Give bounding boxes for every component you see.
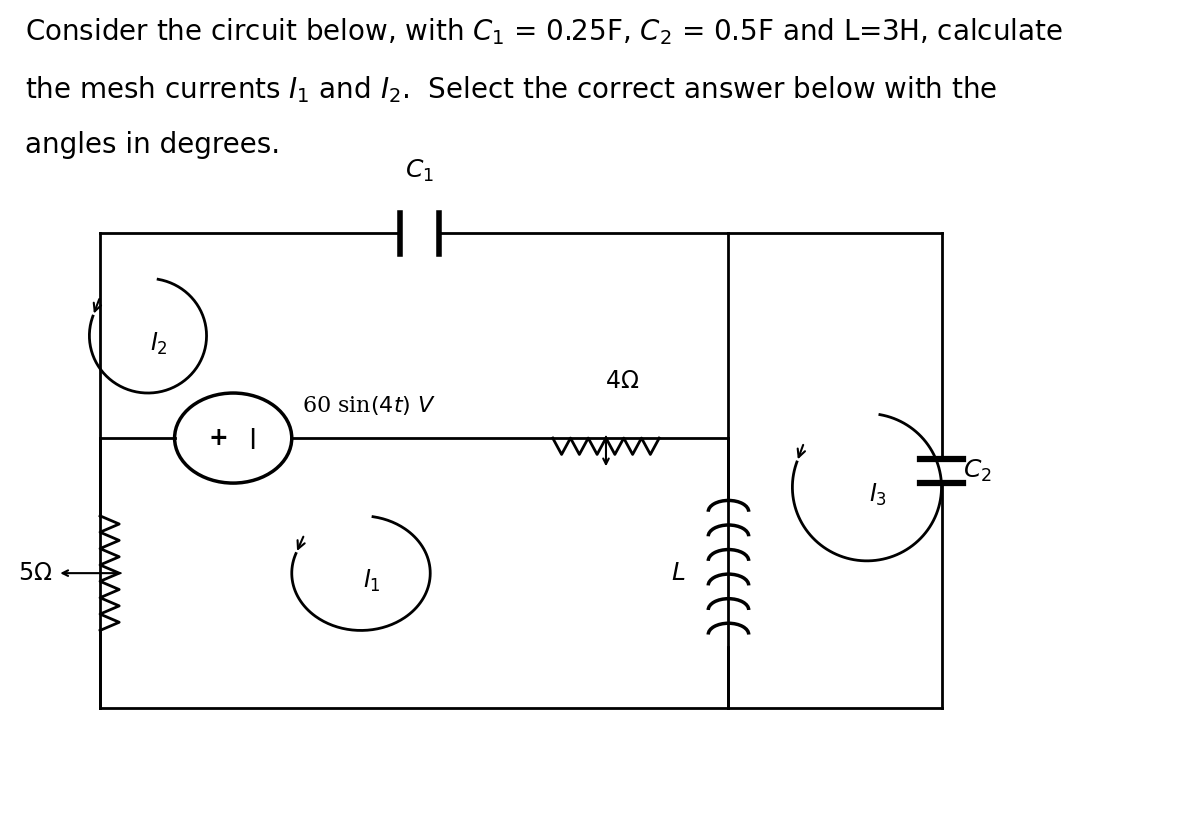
Text: angles in degrees.: angles in degrees. (25, 131, 281, 159)
Text: the mesh currents $I_1$ and $I_2$.  Select the correct answer below with the: the mesh currents $I_1$ and $I_2$. Selec… (25, 74, 997, 104)
Text: $I_2$: $I_2$ (150, 331, 168, 357)
Text: $I_3$: $I_3$ (869, 482, 887, 509)
Text: $L$: $L$ (672, 562, 686, 585)
Text: $C_1$: $C_1$ (406, 158, 434, 184)
Text: +: + (209, 426, 228, 450)
Text: $I_1$: $I_1$ (362, 568, 380, 595)
Text: $5\Omega$: $5\Omega$ (18, 562, 52, 585)
Text: $C_2$: $C_2$ (962, 457, 991, 484)
Text: Consider the circuit below, with $C_1$ = 0.25F, $C_2$ = 0.5F and L=3H, calculate: Consider the circuit below, with $C_1$ =… (25, 17, 1063, 47)
Text: $4\Omega$: $4\Omega$ (605, 370, 640, 393)
Text: |: | (248, 428, 257, 448)
Text: 60 sin$(4t)$ $V$: 60 sin$(4t)$ $V$ (302, 394, 437, 417)
